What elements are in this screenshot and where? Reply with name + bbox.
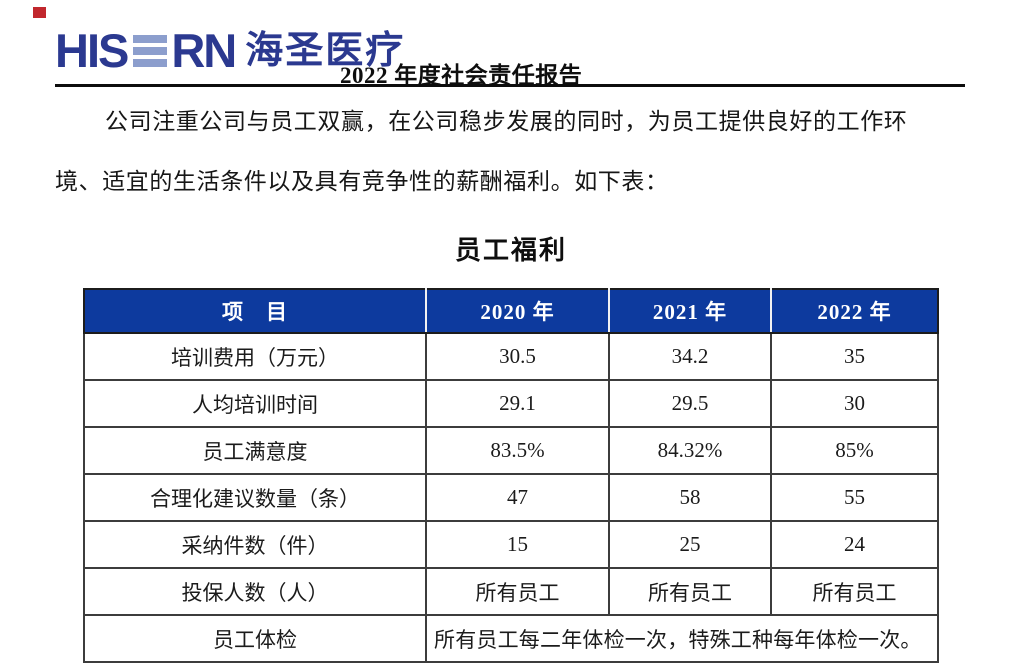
table-cell: 47 xyxy=(425,473,610,522)
benefits-table: 项 目 2020 年 2021 年 2022 年 培训费用（万元） 30.5 34.… xyxy=(83,288,939,663)
table-cell: 55 xyxy=(770,473,939,522)
row-label: 培训费用（万元） xyxy=(83,332,427,381)
row-label: 投保人数（人） xyxy=(83,567,427,616)
body-paragraph-line1: 公司注重公司与员工双赢，在公司稳步发展的同时，为员工提供良好的工作环 xyxy=(105,109,908,134)
table-header-row: 项 目 2020 年 2021 年 2022 年 xyxy=(84,289,938,334)
table-row: 投保人数（人） 所有员工 所有员工 所有员工 xyxy=(83,567,939,616)
table-cell: 所有员工 xyxy=(608,567,772,616)
row-label: 合理化建议数量（条） xyxy=(83,473,427,522)
table-cell: 29.5 xyxy=(608,379,772,428)
logo-text-cjk: 海圣医疗 xyxy=(245,29,406,72)
table-cell: 29.1 xyxy=(425,379,610,428)
report-title: 2022 年度社会责任报告 xyxy=(340,63,583,88)
logo-text-his: HIS xyxy=(55,24,129,77)
table-cell: 24 xyxy=(770,520,939,569)
table-cell: 15 xyxy=(425,520,610,569)
logo-bar xyxy=(133,46,168,55)
logo-bars-icon xyxy=(133,33,168,69)
table-cell: 30 xyxy=(770,379,939,428)
hisern-logo: HIS RN 海圣医疗 xyxy=(55,27,405,74)
table-cell: 83.5% xyxy=(425,426,610,475)
table-cell: 所有员工 xyxy=(425,567,610,616)
row-label: 人均培训时间 xyxy=(83,379,427,428)
column-header-2022: 2022 年 xyxy=(770,289,938,334)
table-row: 合理化建议数量（条） 47 58 55 xyxy=(83,473,939,522)
table-cell: 所有员工每二年体检一次，特殊工种每年体检一次。 xyxy=(425,614,939,663)
table-row: 人均培训时间 29.1 29.5 30 xyxy=(83,379,939,428)
column-header-item: 项 目 xyxy=(84,289,426,334)
table-cell: 34.2 xyxy=(608,332,772,381)
table-cell: 85% xyxy=(770,426,939,475)
table-row: 采纳件数（件） 15 25 24 xyxy=(83,520,939,569)
table-cell: 58 xyxy=(608,473,772,522)
body-paragraph-line2: 境、适宜的生活条件以及具有竞争性的薪酬福利。如下表： xyxy=(55,169,669,194)
header-rule xyxy=(55,84,965,87)
logo-bar xyxy=(133,34,168,43)
table-row: 员工体检 所有员工每二年体检一次，特殊工种每年体检一次。 xyxy=(83,614,939,663)
red-corner-marker xyxy=(33,7,46,18)
table-cell: 30.5 xyxy=(425,332,610,381)
table-cell: 25 xyxy=(608,520,772,569)
row-label: 员工满意度 xyxy=(83,426,427,475)
row-label: 采纳件数（件） xyxy=(83,520,427,569)
table-cell: 35 xyxy=(770,332,939,381)
column-header-2021: 2021 年 xyxy=(608,289,771,334)
logo-bar xyxy=(133,58,168,67)
column-header-2020: 2020 年 xyxy=(425,289,609,334)
table-row: 培训费用（万元） 30.5 34.2 35 xyxy=(83,332,939,381)
row-label: 员工体检 xyxy=(83,614,427,663)
table-cell: 84.32% xyxy=(608,426,772,475)
logo-text-rn: RN xyxy=(171,24,237,77)
table-cell: 所有员工 xyxy=(770,567,939,616)
table-title: 员工福利 xyxy=(454,236,567,265)
table-row: 员工满意度 83.5% 84.32% 85% xyxy=(83,426,939,475)
